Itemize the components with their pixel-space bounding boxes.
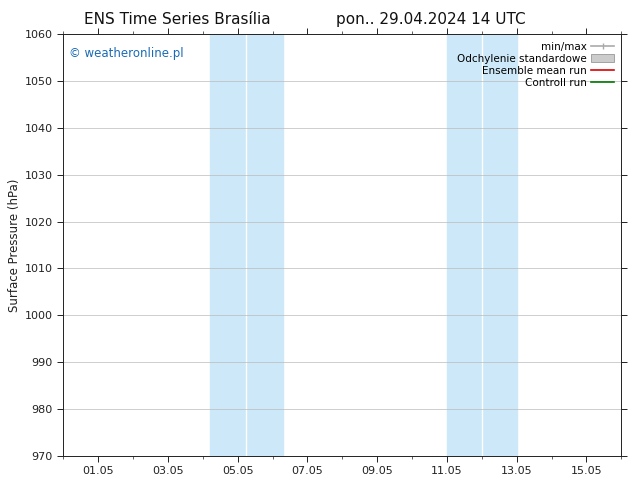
Bar (447, 34, 517, 456)
Text: pon.. 29.04.2024 14 UTC: pon.. 29.04.2024 14 UTC (336, 12, 526, 27)
Bar (210, 34, 283, 456)
Text: ENS Time Series Brasília: ENS Time Series Brasília (84, 12, 271, 27)
Text: © weatheronline.pl: © weatheronline.pl (69, 47, 184, 60)
Y-axis label: Surface Pressure (hPa): Surface Pressure (hPa) (8, 178, 21, 312)
Legend: min/max, Odchylenie standardowe, Ensemble mean run, Controll run: min/max, Odchylenie standardowe, Ensembl… (453, 37, 618, 92)
